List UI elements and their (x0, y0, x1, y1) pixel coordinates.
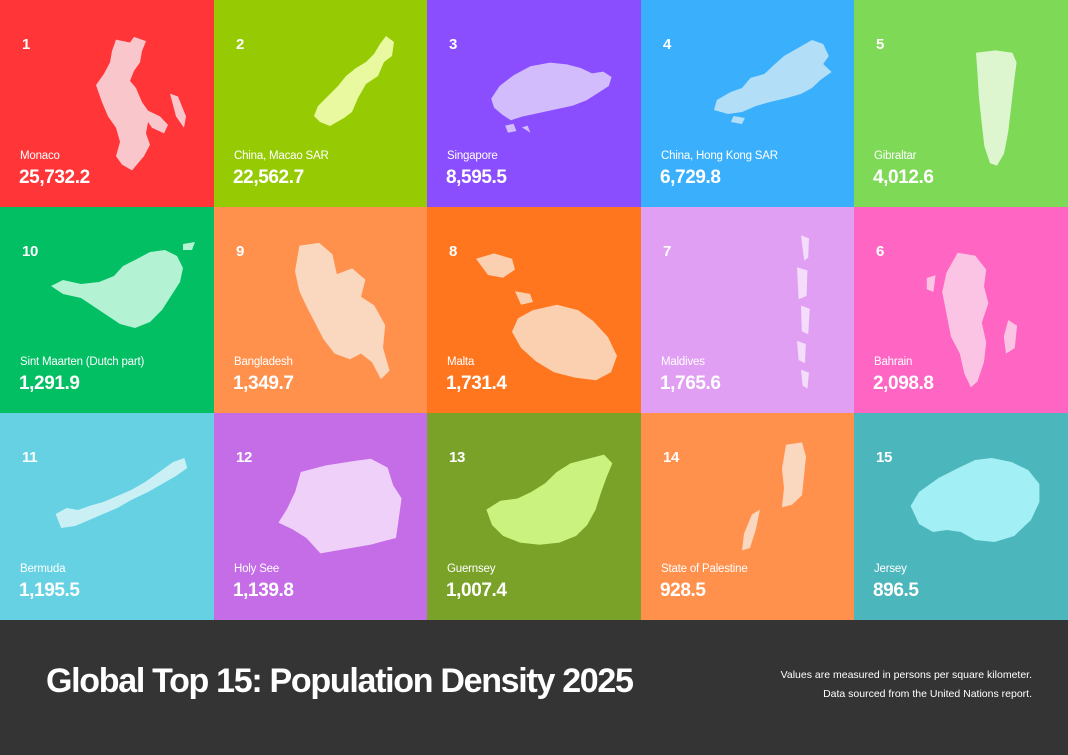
country-silhouette (314, 36, 394, 126)
macao-map-icon (314, 36, 394, 126)
density-value: 8,595.5 (446, 167, 507, 188)
country-tile: 2 China, Macao SAR 22,562.7 (214, 0, 427, 207)
country-tile: 13 Guernsey 1,007.4 (427, 413, 641, 620)
country-silhouette (96, 36, 186, 171)
country-tile: 6 Bahrain 2,098.8 (854, 207, 1068, 413)
rank-label: 15 (876, 449, 893, 466)
density-value: 928.5 (660, 580, 706, 601)
country-silhouette (797, 235, 810, 389)
rank-label: 11 (22, 449, 38, 466)
bermuda-map-icon (55, 458, 188, 528)
country-silhouette (491, 62, 612, 133)
jersey-map-icon (910, 458, 1040, 542)
country-silhouette (926, 252, 1017, 388)
density-value: 896.5 (873, 580, 919, 601)
country-tile: 10 Sint Maarten (Dutch part) 1,291.9 (0, 207, 214, 413)
country-tile: 9 Bangladesh 1,349.7 (214, 207, 427, 413)
gibraltar-map-icon (976, 50, 1017, 166)
country-tile: 4 China, Hong Kong SAR 6,729.8 (641, 0, 854, 207)
country-silhouette (476, 253, 617, 381)
density-value: 6,729.8 (660, 167, 721, 188)
country-name: Bermuda (20, 563, 66, 575)
country-tile: 14 State of Palestine 928.5 (641, 413, 854, 620)
country-silhouette (976, 50, 1017, 166)
rank-label: 6 (876, 243, 885, 260)
density-value: 22,562.7 (233, 167, 304, 188)
country-name: Singapore (447, 150, 498, 162)
country-tile: 7 Maldives 1,765.6 (641, 207, 854, 413)
country-tile: 8 Malta 1,731.4 (427, 207, 641, 413)
country-name: Jersey (874, 563, 907, 575)
density-value: 1,731.4 (446, 373, 507, 394)
country-name: Malta (447, 356, 475, 368)
country-silhouette (910, 458, 1040, 542)
rank-label: 5 (876, 36, 885, 53)
country-name: Holy See (234, 563, 280, 575)
rank-label: 4 (663, 36, 672, 53)
country-name: China, Macao SAR (234, 150, 329, 162)
country-name: Maldives (661, 356, 705, 368)
density-tile-grid: 1 Monaco 25,732.2 2 China, Macao SAR 22,562.7… (0, 0, 1068, 620)
bahrain-map-icon (926, 252, 1017, 388)
sint-maarten-map-icon (51, 242, 195, 328)
footer: Global Top 15: Population Density 2025 V… (0, 620, 1068, 755)
guernsey-map-icon (486, 454, 613, 545)
country-tile: 3 Singapore 8,595.5 (427, 0, 641, 207)
country-tile: 15 Jersey 896.5 (854, 413, 1068, 620)
unit-note: Values are measured in persons per squar… (780, 669, 1032, 681)
chart-title: Global Top 15: Population Density 2025 (46, 662, 634, 700)
country-name: Gibraltar (874, 150, 917, 162)
country-name: China, Hong Kong SAR (661, 150, 778, 162)
density-value: 25,732.2 (19, 167, 90, 188)
country-silhouette (742, 442, 806, 551)
density-value: 1,139.8 (233, 580, 294, 601)
country-silhouette (714, 40, 832, 124)
rank-label: 1 (22, 36, 31, 53)
density-value: 1,349.7 (233, 373, 294, 394)
country-name: Monaco (20, 150, 60, 162)
bangladesh-map-icon (295, 242, 390, 380)
country-name: Bangladesh (234, 356, 293, 368)
rank-label: 13 (449, 449, 466, 466)
density-value: 1,195.5 (19, 580, 80, 601)
country-tile: 1 Monaco 25,732.2 (0, 0, 214, 207)
malta-map-icon (476, 253, 617, 381)
country-tile: 11 Bermuda 1,195.5 (0, 413, 214, 620)
country-silhouette (51, 242, 195, 328)
palestine-map-icon (742, 442, 806, 551)
country-tile: 12 Holy See 1,139.8 (214, 413, 427, 620)
rank-label: 9 (236, 243, 245, 260)
country-name: State of Palestine (661, 563, 748, 575)
rank-label: 8 (449, 243, 458, 260)
country-silhouette (278, 458, 402, 554)
rank-label: 3 (449, 36, 458, 53)
density-value: 4,012.6 (873, 167, 934, 188)
source-note: Data sourced from the United Nations rep… (823, 688, 1032, 700)
rank-label: 7 (663, 243, 672, 260)
country-silhouette (55, 458, 188, 528)
density-value: 1,765.6 (660, 373, 721, 394)
maldives-map-icon (797, 235, 810, 389)
rank-label: 2 (236, 36, 245, 53)
country-tile: 5 Gibraltar 4,012.6 (854, 0, 1068, 207)
holy-see-map-icon (278, 458, 402, 554)
country-name: Sint Maarten (Dutch part) (20, 356, 145, 368)
country-silhouette (295, 242, 390, 380)
rank-label: 12 (236, 449, 253, 466)
rank-label: 10 (22, 243, 39, 260)
density-value: 1,007.4 (446, 580, 507, 601)
hong-kong-map-icon (714, 40, 832, 124)
density-value: 2,098.8 (873, 373, 934, 394)
country-silhouette (486, 454, 613, 545)
country-name: Bahrain (874, 356, 913, 368)
monaco-map-icon (96, 36, 186, 171)
singapore-map-icon (491, 62, 612, 133)
rank-label: 14 (663, 449, 680, 466)
country-name: Guernsey (447, 563, 496, 575)
density-value: 1,291.9 (19, 373, 80, 394)
